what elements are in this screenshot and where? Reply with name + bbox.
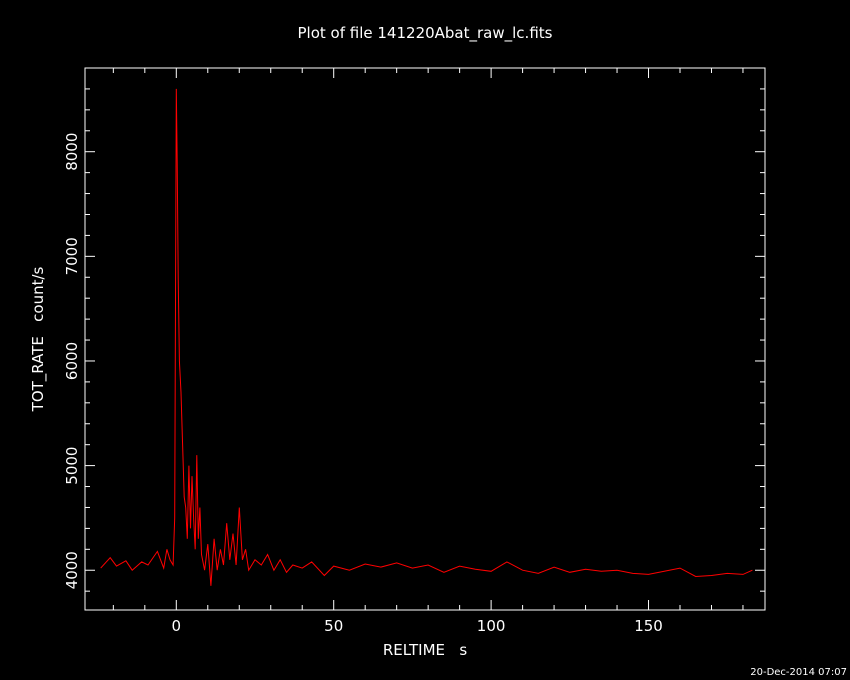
chart-title: Plot of file 141220Abat_raw_lc.fits: [298, 24, 553, 43]
axis-ticks: [85, 67, 765, 610]
axis-tick-labels: 0 50 100 150 4000 5000 6000 7000 8000: [63, 133, 663, 635]
x-tick-label: 100: [477, 617, 506, 635]
x-axis-label: RELTIME s: [383, 641, 468, 659]
rate-series-line: [100, 88, 753, 586]
plot-frame: [84, 67, 766, 611]
y-tick-label: 4000: [63, 551, 81, 589]
timestamp-footer: 20-Dec-2014 07:07: [750, 667, 847, 678]
y-tick-label: 8000: [63, 133, 81, 171]
y-tick-label: 7000: [63, 237, 81, 275]
x-tick-label: 0: [172, 617, 182, 635]
y-axis-label: TOT_RATE count/s: [29, 266, 48, 412]
y-tick-label: 6000: [63, 342, 81, 380]
y-tick-label: 5000: [63, 447, 81, 485]
x-tick-label: 150: [634, 617, 663, 635]
x-tick-label: 50: [324, 617, 343, 635]
